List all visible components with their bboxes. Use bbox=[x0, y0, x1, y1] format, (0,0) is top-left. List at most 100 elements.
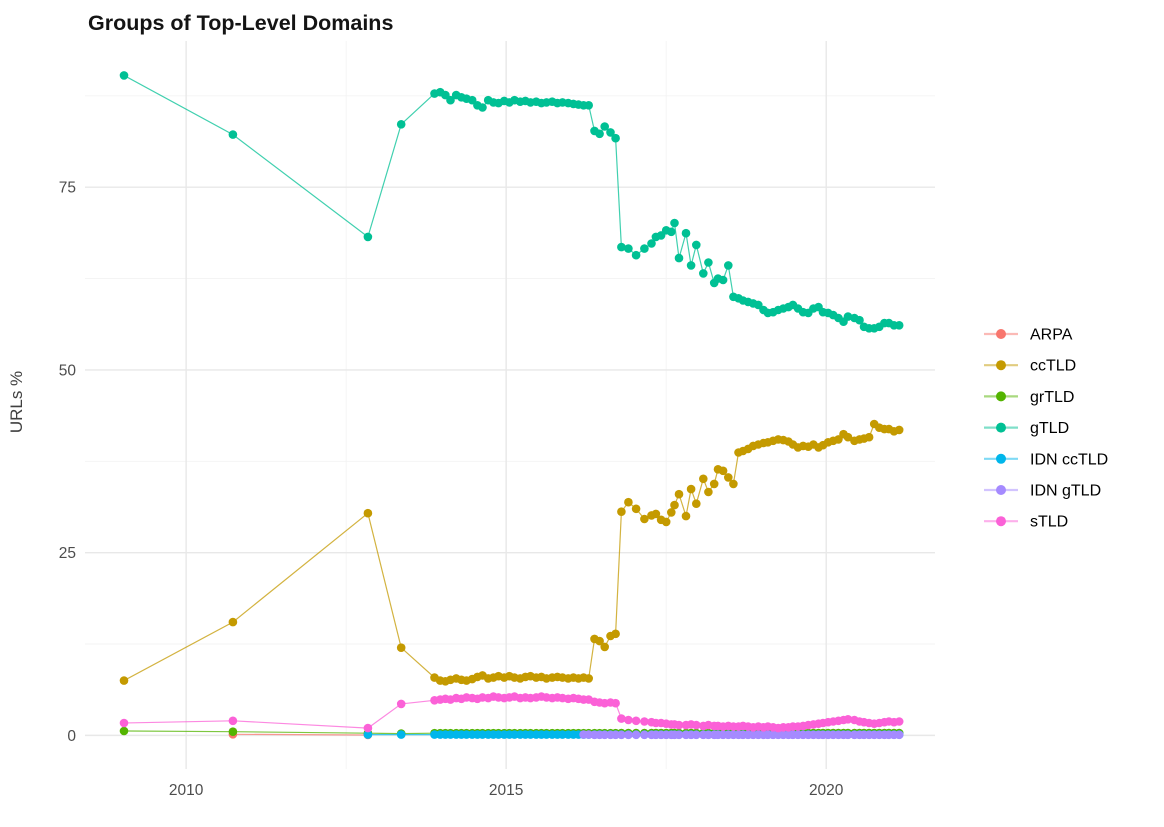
data-point bbox=[611, 133, 620, 143]
series-sTLD bbox=[119, 692, 904, 733]
data-point bbox=[692, 240, 701, 250]
data-point bbox=[640, 514, 649, 524]
data-point bbox=[617, 730, 626, 740]
data-point bbox=[624, 715, 633, 725]
legend-key-dot bbox=[996, 453, 1006, 464]
data-point bbox=[631, 504, 641, 514]
data-point bbox=[640, 717, 649, 726]
legend-label: grTLD bbox=[1030, 389, 1074, 406]
data-point bbox=[674, 730, 684, 740]
data-point bbox=[894, 425, 904, 435]
x-tick-label-2020: 2020 bbox=[809, 782, 844, 799]
x-tick-label-2010: 2010 bbox=[169, 782, 204, 799]
data-point bbox=[670, 218, 679, 228]
y-axis-title: URLs % bbox=[7, 371, 26, 433]
data-point bbox=[651, 509, 661, 519]
series-IDN-gTLD bbox=[579, 730, 904, 740]
data-point bbox=[699, 474, 708, 484]
legend-label: IDN gTLD bbox=[1030, 483, 1101, 500]
data-point bbox=[640, 244, 649, 253]
data-point bbox=[631, 716, 641, 726]
data-point bbox=[704, 258, 713, 267]
data-point bbox=[624, 244, 633, 253]
data-point bbox=[843, 715, 853, 724]
series-gTLD bbox=[119, 71, 904, 333]
data-point bbox=[704, 487, 713, 497]
data-point bbox=[686, 261, 696, 270]
data-point bbox=[228, 727, 238, 736]
data-point bbox=[718, 466, 728, 476]
data-point bbox=[692, 499, 701, 509]
data-point bbox=[647, 239, 656, 248]
legend-item-grTLD: grTLD bbox=[984, 389, 1074, 406]
legend-key-dot bbox=[996, 485, 1006, 495]
data-point bbox=[686, 484, 696, 494]
data-point bbox=[606, 128, 615, 137]
data-point bbox=[718, 275, 728, 285]
chart-title: Groups of Top-Level Domains bbox=[88, 11, 393, 35]
data-point bbox=[396, 730, 406, 739]
legend-item-ARPA: ARPA bbox=[984, 327, 1073, 344]
legend-key-dot bbox=[996, 516, 1006, 527]
data-point bbox=[228, 130, 238, 139]
data-point bbox=[624, 497, 633, 507]
grid-minor-lines bbox=[85, 41, 935, 769]
data-point bbox=[631, 730, 641, 740]
legend-key-dot bbox=[996, 329, 1006, 339]
data-point bbox=[617, 242, 626, 252]
data-point bbox=[363, 723, 373, 733]
data-point bbox=[228, 617, 238, 627]
data-point bbox=[119, 718, 129, 728]
data-point bbox=[595, 636, 604, 646]
data-point bbox=[396, 643, 406, 652]
data-point bbox=[667, 508, 676, 517]
data-point bbox=[681, 228, 691, 238]
data-point bbox=[894, 717, 904, 726]
legend-key-dot bbox=[996, 360, 1006, 371]
data-point bbox=[692, 720, 701, 730]
data-point bbox=[119, 676, 129, 685]
data-point bbox=[595, 129, 604, 139]
legend-item-ccTLD: ccTLD bbox=[984, 358, 1076, 375]
data-point bbox=[843, 312, 853, 321]
data-point bbox=[674, 489, 684, 499]
series-line bbox=[123, 74, 900, 329]
legend-label: gTLD bbox=[1030, 420, 1069, 437]
data-point bbox=[661, 517, 671, 527]
data-point bbox=[674, 253, 684, 263]
legend-item-IDN-gTLD: IDN gTLD bbox=[984, 483, 1101, 500]
legend: ARPA ccTLD grTLD gTLD IDN ccTLD IDN gTLD sTLD bbox=[984, 327, 1108, 531]
x-tick-label-2015: 2015 bbox=[489, 782, 523, 799]
y-tick-label-0: 0 bbox=[67, 728, 76, 745]
data-point bbox=[119, 726, 129, 736]
data-point bbox=[670, 500, 679, 510]
data-point bbox=[855, 315, 864, 325]
legend-label: sTLD bbox=[1030, 514, 1068, 531]
data-point bbox=[894, 730, 904, 740]
data-point bbox=[667, 227, 676, 237]
data-point bbox=[894, 321, 904, 330]
data-point bbox=[119, 71, 129, 80]
data-point bbox=[611, 629, 620, 639]
data-point bbox=[864, 432, 874, 442]
data-point bbox=[478, 103, 487, 112]
data-point bbox=[600, 122, 609, 131]
y-tick-label-75: 75 bbox=[59, 180, 76, 197]
data-point bbox=[699, 269, 708, 278]
legend-label: ARPA bbox=[1030, 327, 1073, 344]
grid-major-lines bbox=[85, 41, 935, 769]
data-point bbox=[584, 101, 593, 110]
data-point bbox=[624, 730, 633, 740]
series-ccTLD bbox=[119, 419, 904, 686]
data-point bbox=[617, 507, 626, 516]
data-point bbox=[396, 120, 406, 129]
data-point bbox=[228, 716, 238, 726]
data-point bbox=[617, 714, 626, 723]
legend-item-sTLD: sTLD bbox=[984, 514, 1068, 531]
data-point bbox=[843, 432, 853, 442]
data-point bbox=[724, 261, 733, 270]
legend-item-gTLD: gTLD bbox=[984, 420, 1069, 437]
series-line bbox=[232, 733, 368, 736]
